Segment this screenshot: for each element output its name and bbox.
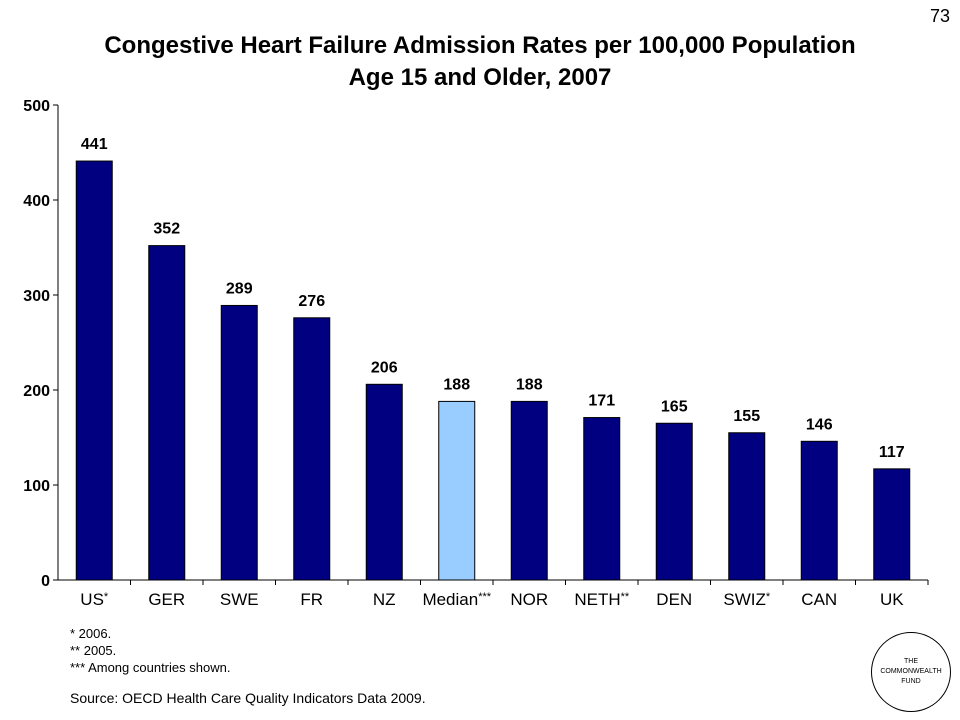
y-tick-label: 500 (23, 98, 50, 115)
page-number: 73 (929, 6, 950, 26)
bar-value-label: 171 (588, 393, 615, 410)
x-tick-label: UK (880, 590, 904, 609)
x-axis: US* GER SWE FR NZ Median*** NOR NETH** DEN SWIZ* C… (58, 579, 929, 609)
bar (75, 160, 113, 581)
y-tick-label: 400 (23, 193, 50, 210)
bar (220, 304, 258, 581)
chart-title-line-2: Age 15 and Older, 2007 (348, 64, 612, 91)
x-tick-label: Median*** (422, 590, 491, 609)
logo-line-1: THE (904, 658, 918, 665)
x-tick-label: CAN (801, 590, 837, 609)
x-tick-label: SWE (220, 590, 259, 609)
x-tick-label: NOR (510, 590, 548, 609)
bar-value-label: 441 (81, 136, 108, 153)
bar-value-label: 146 (806, 416, 833, 433)
logo-line-3: FUND (901, 678, 921, 685)
bar (293, 317, 331, 581)
bar-value-label: 117 (879, 444, 905, 461)
x-tick-label: NZ (373, 590, 396, 609)
x-tick-label: GER (148, 590, 185, 609)
bar (583, 417, 621, 581)
bar (365, 383, 403, 581)
x-tick-label: DEN (656, 590, 692, 609)
bar (800, 440, 838, 581)
data-labels: 441 352 289 276 206 188 188 171 165 155 146 117 (81, 136, 905, 461)
footnote-3: *** Among countries shown. (70, 660, 231, 675)
y-tick-label: 0 (41, 573, 50, 590)
bar-value-label: 165 (661, 398, 688, 415)
bar (873, 468, 911, 581)
bar-value-label: 155 (733, 408, 760, 425)
footnote-1: * 2006. (70, 626, 112, 641)
chart-title-line-1: Congestive Heart Failure Admission Rates… (104, 32, 856, 59)
y-axis: 0 100 200 300 400 500 (23, 98, 59, 590)
bar-value-label: 289 (226, 280, 253, 297)
commonwealth-fund-logo: THE COMMONWEALTH FUND (871, 632, 951, 712)
bar-series (75, 160, 911, 581)
x-tick-label: NETH** (574, 590, 630, 609)
bar-value-label: 188 (516, 376, 543, 393)
footnotes: * 2006. ** 2005. *** Among countries sho… (70, 625, 230, 676)
bar-median (438, 400, 476, 581)
bar-value-label: 276 (298, 293, 325, 310)
x-tick-label: FR (300, 590, 323, 609)
bar-value-label: 206 (371, 359, 398, 376)
bar (510, 400, 548, 581)
logo-line-2: COMMONWEALTH (880, 668, 942, 675)
bar-value-label: 352 (153, 221, 180, 238)
bar (655, 422, 693, 581)
bar (728, 432, 766, 581)
bar (148, 245, 186, 581)
y-tick-label: 200 (23, 383, 50, 400)
bar-value-label: 188 (443, 376, 470, 393)
y-tick-label: 300 (23, 288, 50, 305)
chart-title: Congestive Heart Failure Admission Rates… (0, 30, 960, 94)
x-tick-label: US* (80, 590, 109, 609)
y-tick-label: 100 (23, 478, 50, 495)
source-note: Source: OECD Health Care Quality Indicat… (70, 690, 426, 706)
bar-chart: 441 352 289 276 206 188 188 171 165 155 146 117 0 10… (23, 98, 929, 609)
x-tick-label: SWIZ* (723, 590, 771, 609)
footnote-2: ** 2005. (70, 643, 117, 658)
